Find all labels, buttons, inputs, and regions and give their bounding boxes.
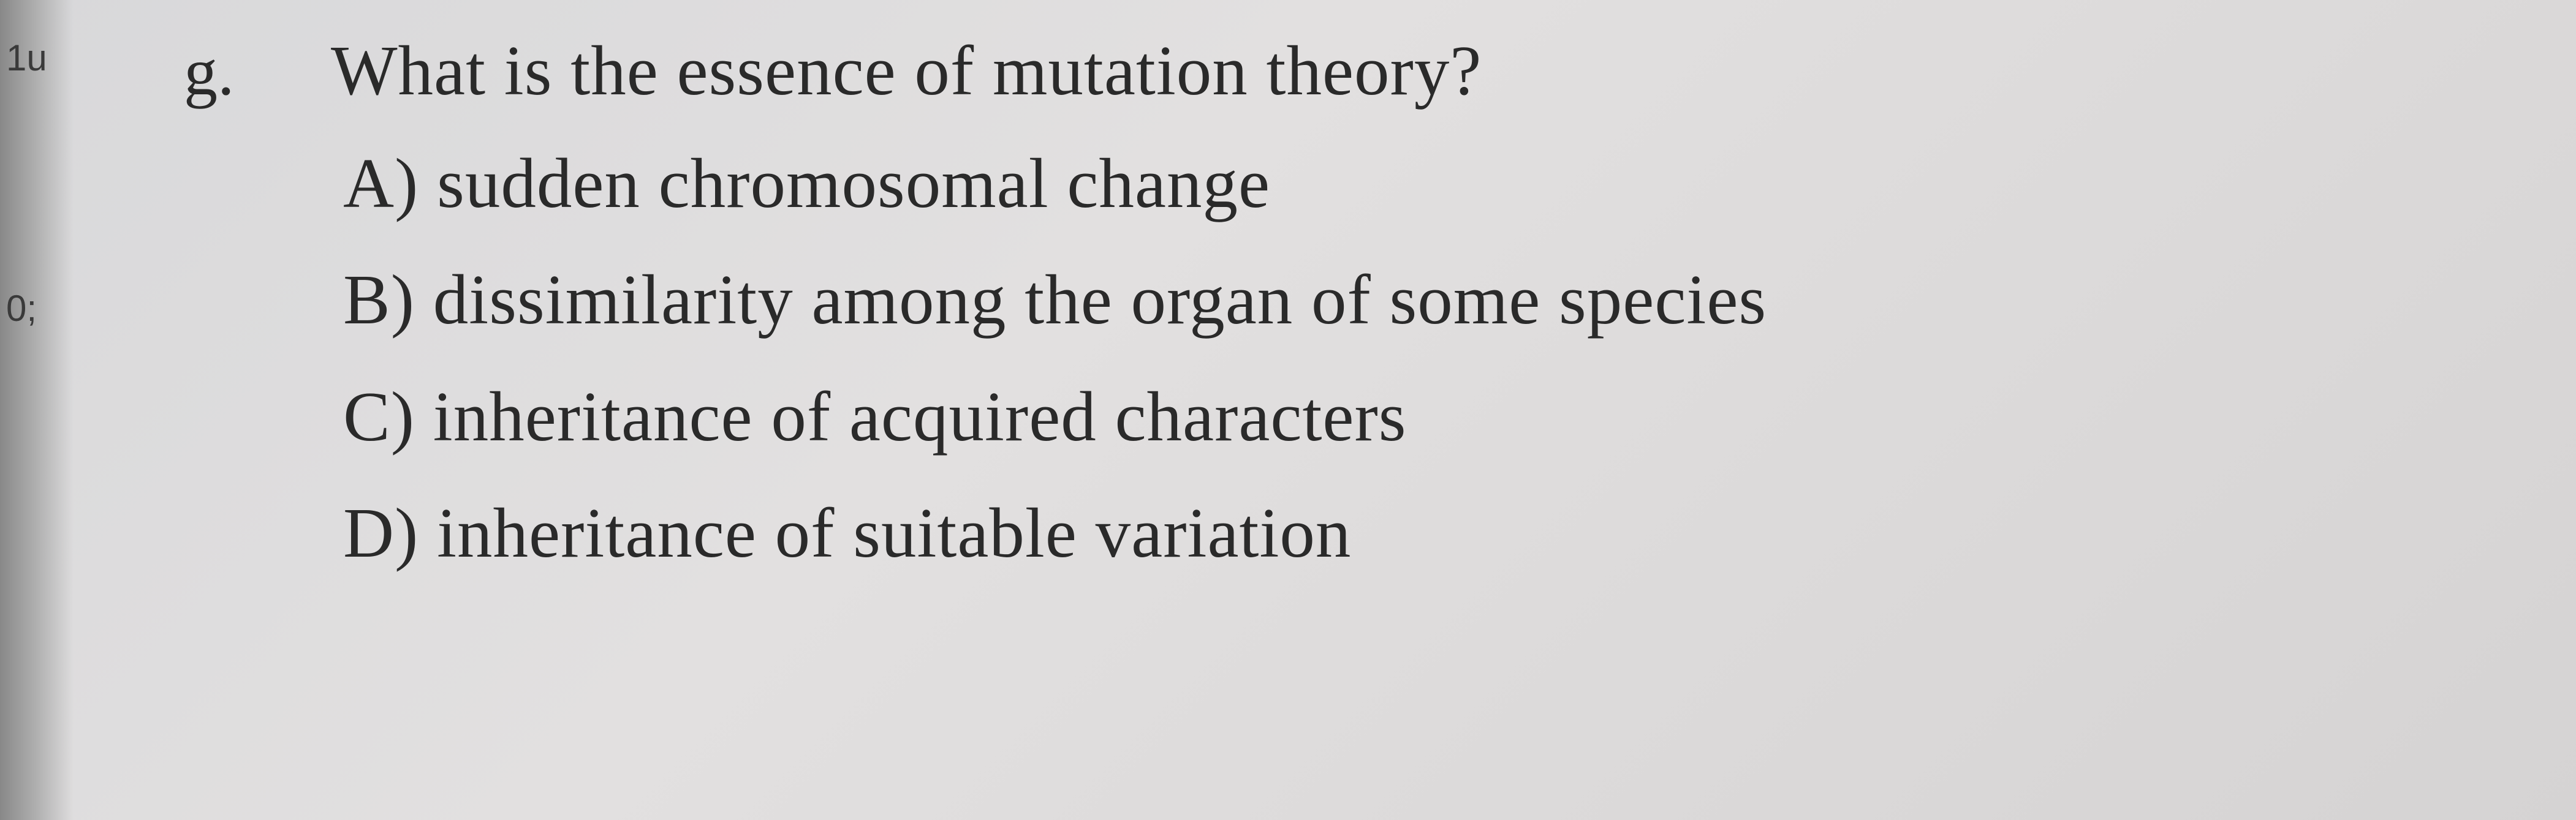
question-text: What is the essence of mutation theory? — [331, 31, 1482, 111]
question-marker: g. — [184, 33, 257, 111]
edge-mark-1: 0; — [0, 287, 61, 329]
question-block: g. What is the essence of mutation theor… — [184, 31, 2512, 581]
option-c-text: C) inheritance of acquired characters — [343, 369, 1407, 464]
option-d-text: D) inheritance of suitable variation — [343, 486, 1351, 581]
option-b: B) dissimilarity among the organ of some… — [343, 252, 2512, 347]
options-list: A) sudden chromosomal change B) dissimil… — [343, 136, 2512, 581]
option-a-text: A) sudden chromosomal change — [343, 136, 1270, 231]
question-row: g. What is the essence of mutation theor… — [184, 31, 2512, 111]
page-edge-marks: 1u 0; — [0, 0, 61, 820]
option-a: A) sudden chromosomal change — [343, 136, 2512, 231]
edge-mark-0: 1u — [0, 37, 61, 79]
option-c: C) inheritance of acquired characters — [343, 369, 2512, 464]
option-b-text: B) dissimilarity among the organ of some… — [343, 252, 1767, 347]
option-d: D) inheritance of suitable variation — [343, 486, 2512, 581]
